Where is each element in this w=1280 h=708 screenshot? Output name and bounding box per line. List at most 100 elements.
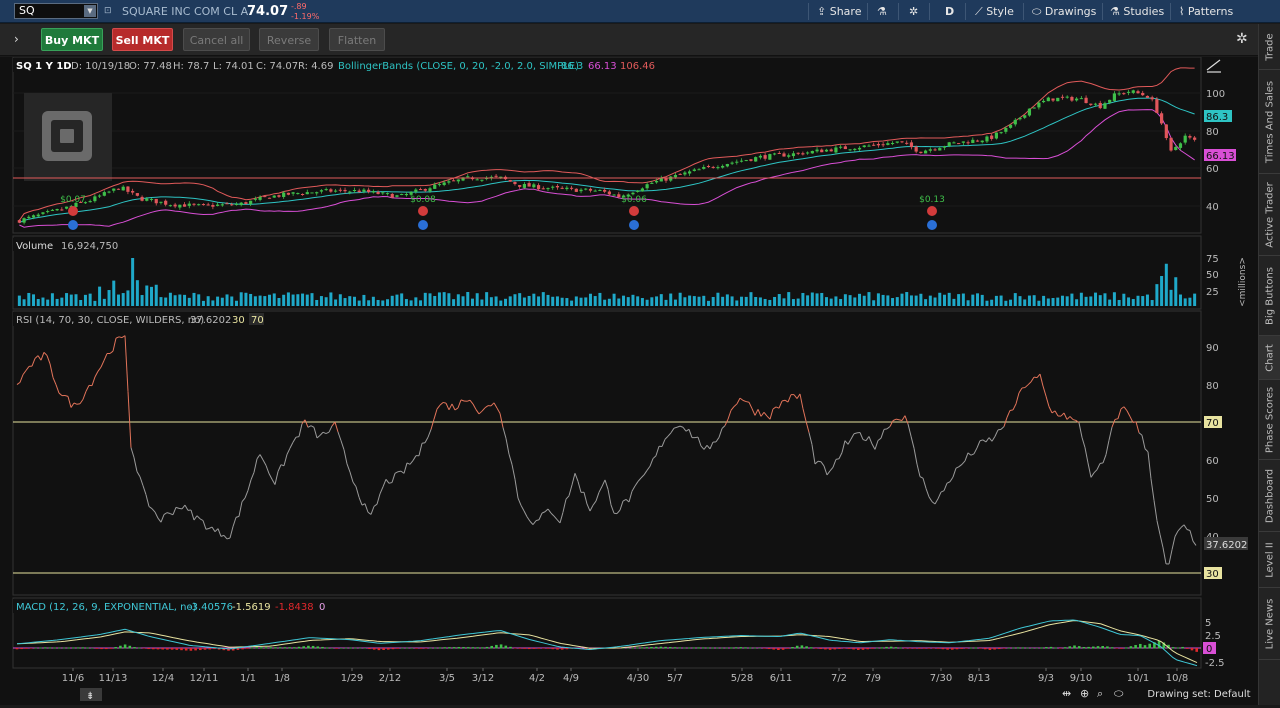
chevron-down-icon[interactable]: ▼ xyxy=(84,5,96,17)
candle-body xyxy=(428,188,431,191)
macd-histogram-bar xyxy=(152,648,155,649)
macd-histogram-bar xyxy=(157,648,160,649)
macd-histogram-bar xyxy=(307,646,310,649)
volume-bar xyxy=(990,300,993,306)
candle-body xyxy=(27,217,30,218)
style-button[interactable]: ⟋ Style xyxy=(975,0,1014,23)
drawings-button[interactable]: ⬭ Drawings xyxy=(1032,0,1096,23)
price-pane[interactable] xyxy=(13,57,1201,233)
draw-tool-icon[interactable] xyxy=(1207,60,1221,72)
flask-button[interactable]: ⚗ xyxy=(877,0,887,23)
sell-mkt-button[interactable]: Sell MKT xyxy=(112,28,173,51)
candle-body xyxy=(164,201,167,205)
macd-histogram-bar xyxy=(979,648,982,649)
macd-histogram-bar xyxy=(204,648,207,650)
period-button[interactable]: D xyxy=(945,0,954,23)
volume-bar xyxy=(268,295,271,306)
ellipse-icon[interactable]: ⬭ xyxy=(1114,687,1124,700)
magnify-icon[interactable]: ⌕ xyxy=(1097,687,1103,700)
patterns-button[interactable]: ⌇ Patterns xyxy=(1179,0,1233,23)
buy-mkt-button[interactable]: Buy MKT xyxy=(41,28,103,51)
macd-histogram-bar xyxy=(53,648,56,649)
volume-bar xyxy=(849,295,852,306)
macd-histogram-bar xyxy=(960,648,963,649)
macd-histogram-bar xyxy=(566,648,569,649)
lock-icon[interactable]: ⊡ xyxy=(104,0,112,23)
chart-area[interactable]: SQ 1 Y 1D D: 10/19/18 O: 77.48 H: 78.7 L… xyxy=(0,57,1258,705)
crosshair-icon[interactable]: ⊕ xyxy=(1080,687,1089,700)
volume-bar xyxy=(400,293,403,306)
macd-histogram-bar xyxy=(100,648,103,649)
rsi-pane[interactable] xyxy=(13,311,1201,595)
candle-body xyxy=(174,205,177,207)
tab-live-news[interactable]: Live News xyxy=(1259,588,1280,660)
macd-histogram-bar xyxy=(1116,648,1119,649)
macd-histogram-bar xyxy=(1064,647,1067,648)
volume-bar xyxy=(580,298,583,306)
macd-zero-value: 0 xyxy=(319,602,325,613)
macd-histogram-bar xyxy=(82,647,85,648)
candle-body xyxy=(778,153,781,154)
candle-body xyxy=(405,194,408,195)
rsi-segment xyxy=(398,471,401,472)
volume-bar xyxy=(32,294,35,306)
time-tick: 7/30 xyxy=(930,673,952,684)
volume-bar xyxy=(235,301,238,306)
volume-bar xyxy=(816,293,819,306)
volume-bar xyxy=(839,299,842,306)
macd-histogram-bar xyxy=(970,648,973,649)
tab-chart[interactable]: Chart xyxy=(1259,336,1280,380)
candle-body xyxy=(1174,147,1177,150)
tab-times-and-sales[interactable]: Times And Sales xyxy=(1259,70,1280,174)
candle-body xyxy=(343,190,346,191)
tab-level-ii[interactable]: Level II xyxy=(1259,532,1280,588)
symbol-input[interactable]: SQ ▼ xyxy=(14,3,98,19)
macd-histogram-bar xyxy=(411,648,414,649)
bollinger-study-label[interactable]: BollingerBands (CLOSE, 0, 20, -2.0, 2.0,… xyxy=(338,61,579,72)
volume-bar xyxy=(679,293,682,306)
candle-body xyxy=(726,164,729,166)
rsi-value-tag: 37.6202 xyxy=(1204,537,1248,551)
pan-icon[interactable]: ⇹ xyxy=(1062,687,1071,700)
candle-body xyxy=(1042,101,1045,102)
gear-icon[interactable]: ✲ xyxy=(1236,31,1248,47)
time-tick: 7/9 xyxy=(865,673,881,684)
volume-bar xyxy=(70,295,73,306)
chevron-right-icon[interactable]: › xyxy=(14,32,19,46)
settings-button[interactable]: ✲ xyxy=(909,0,918,23)
volume-bar xyxy=(834,296,837,306)
volume-bar xyxy=(688,296,691,306)
volume-bar xyxy=(561,298,564,306)
tab-dashboard[interactable]: Dashboard xyxy=(1259,460,1280,532)
volume-bar xyxy=(1023,299,1026,306)
rsi-tick: 50 xyxy=(1206,494,1219,505)
share-button[interactable]: ⇪ Share xyxy=(817,0,861,23)
tab-phase-scores[interactable]: Phase Scores xyxy=(1259,380,1280,460)
volume-bar xyxy=(296,294,299,306)
reverse-button[interactable]: Reverse xyxy=(259,28,319,51)
candle-body xyxy=(376,192,379,194)
dividend-amount: $0.06 xyxy=(621,195,647,205)
rsi-level-70: 70 xyxy=(251,315,264,326)
flatten-button[interactable]: Flatten xyxy=(329,28,385,51)
tab-trade[interactable]: Trade xyxy=(1259,24,1280,70)
macd-histogram-bar xyxy=(641,647,644,648)
volume-pane[interactable] xyxy=(13,236,1201,309)
chart-canvas[interactable]: SQ 1 Y 1D D: 10/19/18 O: 77.48 H: 78.7 L… xyxy=(0,57,1258,705)
tab-active-trader[interactable]: Active Trader xyxy=(1259,174,1280,256)
bb-lower-tag: 66.13 xyxy=(1204,149,1236,162)
macd-histogram-bar xyxy=(298,647,301,649)
candle-body xyxy=(178,205,181,208)
volume-bar xyxy=(702,296,705,306)
candle-body xyxy=(754,157,757,161)
candle-body xyxy=(825,150,828,152)
volume-bar xyxy=(466,292,469,306)
candle-body xyxy=(1037,103,1040,108)
drawing-set-label[interactable]: Drawing set: Default xyxy=(1147,689,1250,700)
volume-bar xyxy=(938,293,941,306)
macd-histogram-bar xyxy=(650,647,653,649)
cancel-all-button[interactable]: Cancel all xyxy=(183,28,250,51)
tab-big-buttons[interactable]: Big Buttons xyxy=(1259,256,1280,336)
studies-button[interactable]: ⚗ Studies xyxy=(1110,0,1164,23)
macd-histogram-bar xyxy=(349,648,352,649)
